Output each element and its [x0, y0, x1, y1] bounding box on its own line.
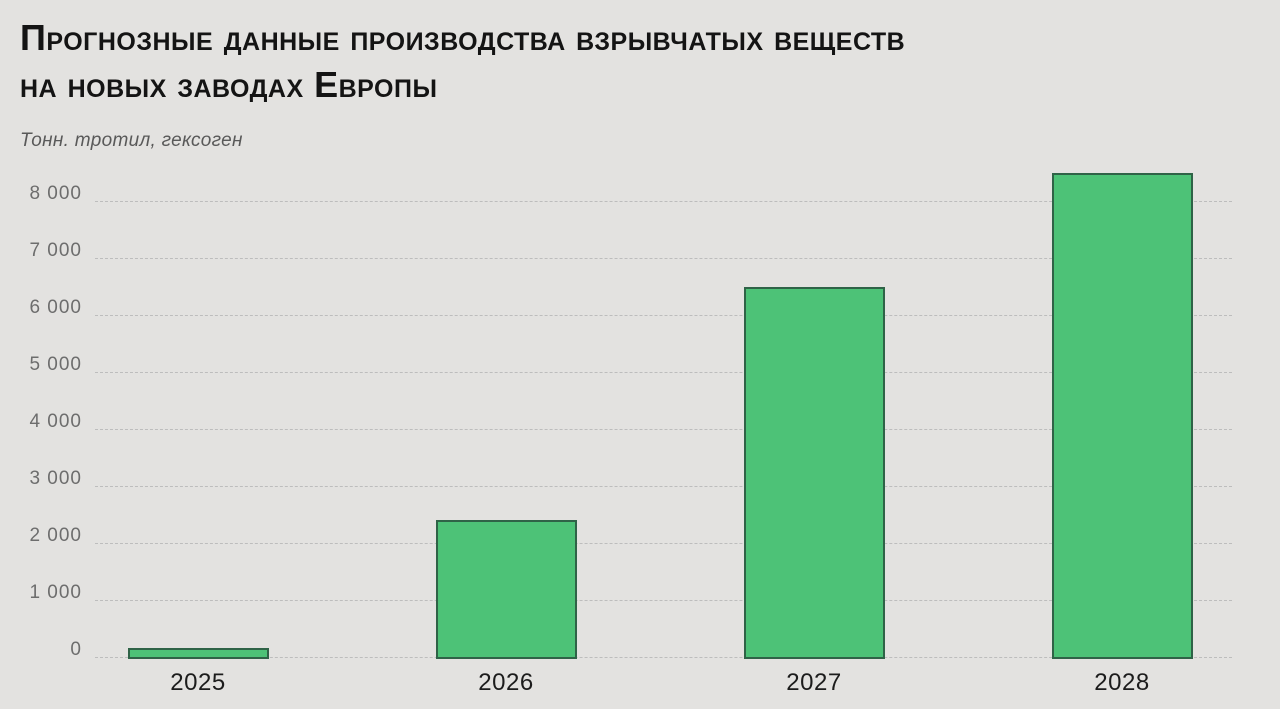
y-axis-tick-label: 1 000 — [29, 582, 82, 603]
chart-title-line-1: Прогнозные данные производства взрывчаты… — [20, 17, 906, 58]
gridline — [95, 201, 1232, 202]
x-axis-tick-label: 2027 — [786, 669, 842, 696]
y-axis-tick-label: 0 — [70, 639, 82, 660]
y-axis-tick-label: 3 000 — [29, 468, 82, 489]
x-axis-tick-label: 2026 — [478, 669, 534, 696]
y-axis-tick-label: 5 000 — [29, 354, 82, 375]
y-axis-tick-label: 8 000 — [29, 183, 82, 204]
gridline — [95, 486, 1232, 487]
chart-title-line-2: на новых заводах Европы — [20, 64, 438, 105]
gridline — [95, 429, 1232, 430]
chart-unit-label: Тонн. тротил, гексоген — [20, 130, 243, 151]
y-axis-tick-label: 2 000 — [29, 525, 82, 546]
gridline — [95, 543, 1232, 544]
x-axis-tick-label: 2028 — [1094, 669, 1150, 696]
bar-2026 — [435, 520, 577, 659]
bar-2027 — [743, 286, 885, 659]
y-axis-tick-label: 6 000 — [29, 297, 82, 318]
y-axis-tick-label: 7 000 — [29, 240, 82, 261]
chart-title: Прогнозные данные производства взрывчаты… — [20, 14, 905, 108]
bar-2025 — [127, 648, 269, 659]
gridline — [95, 600, 1232, 601]
gridline — [95, 657, 1232, 658]
x-axis-tick-label: 2025 — [170, 669, 226, 696]
gridline — [95, 315, 1232, 316]
bar-2028 — [1051, 172, 1193, 659]
gridline — [95, 258, 1232, 259]
gridline — [95, 372, 1232, 373]
y-axis-tick-label: 4 000 — [29, 411, 82, 432]
